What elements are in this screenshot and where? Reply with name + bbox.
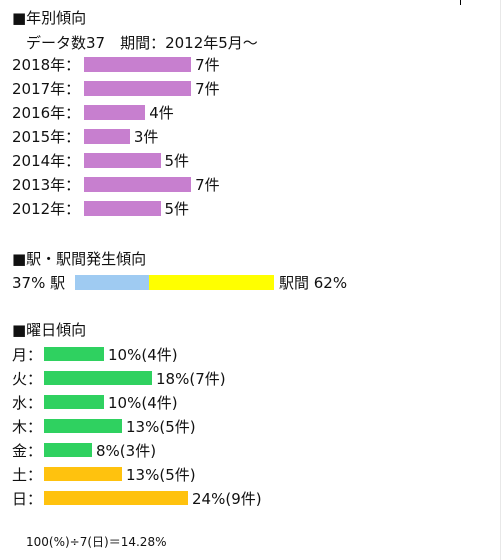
year-value-label: 5件 (164, 200, 190, 218)
year-label: 2016年： (12, 104, 81, 122)
year-value-label: 7件 (195, 176, 220, 194)
year-value-label: 4件 (149, 104, 174, 122)
footnote: 100(%)÷7(日)＝14.28% (26, 535, 167, 549)
year-section-subtitle: データ数37 期間：2012年5月～ (26, 34, 258, 52)
weekday-value-label: 13%(5件) (126, 418, 196, 436)
weekday-value-label: 10%(4件) (108, 346, 178, 364)
year-bar (84, 129, 130, 144)
weekday-bar (44, 347, 104, 361)
weekday-label: 金： (12, 442, 43, 460)
year-bar (84, 57, 192, 72)
weekday-label: 土： (12, 466, 43, 484)
year-label: 2014年： (12, 152, 81, 170)
weekday-bar (44, 467, 122, 481)
year-label: 2017年： (12, 80, 81, 98)
year-bar (84, 153, 161, 168)
weekday-section-title: ■曜日傾向 (12, 321, 87, 339)
year-section-title: ■年別傾向 (12, 9, 87, 27)
weekday-value-label: 18%(7件) (156, 370, 226, 388)
weekday-value-label: 24%(9件) (192, 490, 262, 508)
year-value-label: 5件 (164, 152, 190, 170)
weekday-label: 火： (12, 370, 43, 388)
year-bar (84, 81, 192, 96)
year-bar (84, 201, 161, 216)
year-value-label: 7件 (195, 80, 220, 98)
weekday-label: 日： (12, 490, 43, 508)
year-value-label: 3件 (133, 128, 159, 146)
year-label: 2015年： (12, 128, 81, 146)
year-label: 2012年： (12, 200, 81, 218)
between-bar (149, 275, 274, 290)
weekday-bar (44, 371, 152, 385)
year-bar (84, 105, 146, 120)
weekday-bar (44, 395, 104, 409)
station-right-label: 駅間 62% (279, 274, 348, 292)
year-value-label: 7件 (195, 56, 220, 74)
weekday-bar (44, 419, 122, 433)
top-marker-line (460, 0, 461, 5)
year-bar (84, 177, 192, 192)
weekday-label: 水： (12, 394, 43, 412)
weekday-label: 月： (12, 346, 43, 364)
weekday-bar (44, 443, 92, 457)
station-bar (75, 275, 150, 290)
station-section-title: ■駅・駅間発生傾向 (12, 250, 147, 268)
weekday-bar (44, 491, 188, 505)
weekday-value-label: 8%(3件) (96, 442, 157, 460)
year-label: 2013年： (12, 176, 81, 194)
year-label: 2018年： (12, 56, 81, 74)
weekday-value-label: 10%(4件) (108, 394, 178, 412)
weekday-value-label: 13%(5件) (126, 466, 196, 484)
weekday-label: 木： (12, 418, 43, 436)
station-left-label: 37% 駅 (12, 274, 66, 292)
